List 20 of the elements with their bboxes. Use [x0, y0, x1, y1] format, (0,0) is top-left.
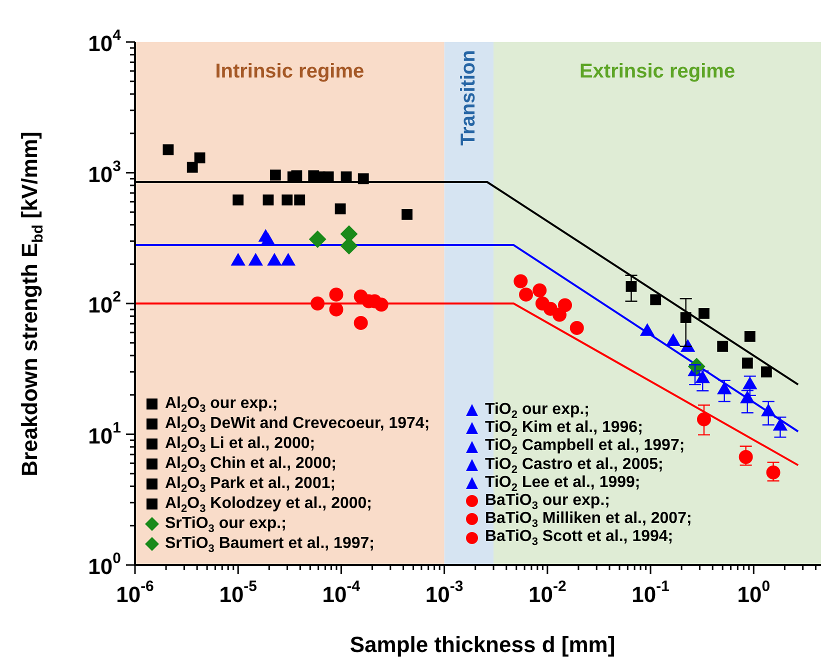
legend-label: BaTiO$_{3}$ Scott et al., 1994; [485, 528, 674, 548]
legend-label: TiO$_{2}$ Lee et al., 1999; [485, 474, 640, 494]
legend-label: SrTiO$_{3}$ Baumert et al., 1997; [165, 534, 374, 555]
legend-label: TiO$_{2}$ Castro et al., 2005; [485, 456, 664, 476]
legend-label: Al$_{2}$O$_{3}$ Chin et al., 2000; [165, 454, 336, 475]
legend-label: TiO$_{2}$ Campbell et al., 1997; [485, 437, 685, 458]
legend-label: TiO$_{2}$ Kim et al., 1996; [485, 419, 643, 440]
legend-label: Al$_{2}$O$_{3}$ Park et al., 2001; [165, 474, 336, 495]
legend-label: Al$_{2}$O$_{3}$ our exp.; [165, 394, 278, 415]
band-label: Transition [457, 50, 480, 146]
x-axis-title: Sample thickness d [mm] [348, 632, 616, 658]
legend-label: BaTiO$_{3}$ our exp.; [485, 492, 610, 512]
legend-label: Al$_{2}$O$_{3}$ Li et al., 2000; [165, 434, 316, 455]
legend-label: Al$_{2}$O$_{3}$ Kolodzey et al., 2000; [165, 494, 372, 515]
band-label: Intrinsic regime [215, 60, 364, 83]
legend-label: Al$_{2}$O$_{3}$ DeWit and Crevecoeur, 1974; [165, 414, 430, 435]
legend-label: TiO$_{2}$ our exp.; [485, 401, 590, 421]
band-label: Extrinsic regime [579, 60, 736, 83]
legend-label: SrTiO$_{3}$ our exp.; [165, 514, 286, 535]
legend-label: BaTiO$_{3}$ Milliken et al., 2007; [485, 510, 692, 530]
